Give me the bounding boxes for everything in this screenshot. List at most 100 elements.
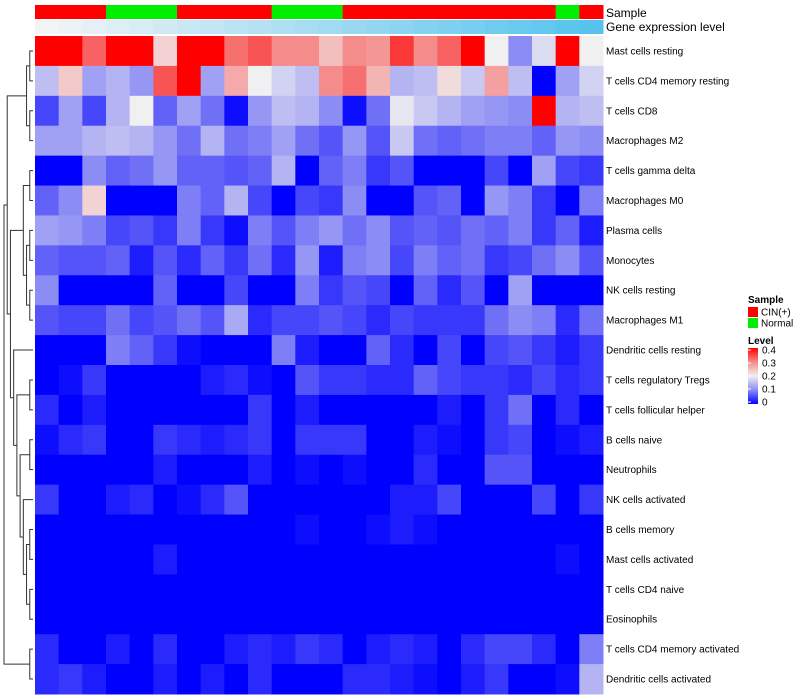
row-label: NK cells resting	[606, 286, 675, 297]
gene-expression-annotation-cell	[295, 20, 320, 34]
heatmap-cell	[200, 245, 225, 276]
heatmap-cell	[248, 245, 273, 276]
heatmap-cell	[484, 664, 509, 695]
heatmap-cell	[271, 454, 296, 486]
gene-expression-annotation-cell	[58, 20, 83, 34]
heatmap-cell	[248, 664, 273, 695]
heatmap-cell	[366, 305, 391, 336]
heatmap-cell	[579, 514, 604, 545]
heatmap-cell	[579, 544, 604, 575]
heatmap-cell	[532, 484, 557, 516]
heatmap-cell	[390, 65, 415, 97]
heatmap-cell	[342, 155, 367, 187]
heatmap-cell	[153, 305, 178, 336]
heatmap-cell	[224, 275, 249, 306]
level-legend: Level 0.4 0.3 0.2 0.1 0	[748, 336, 776, 409]
heatmap-cell	[248, 365, 273, 396]
heatmap-cell	[319, 65, 344, 97]
heatmap-cell	[106, 484, 131, 516]
heatmap-cell	[532, 664, 557, 695]
sample-annotation-cell	[508, 5, 533, 19]
dendrogram-branch	[29, 439, 33, 471]
heatmap-cell	[366, 215, 391, 246]
heatmap-cell	[129, 664, 154, 695]
heatmap-cell	[271, 305, 296, 336]
heatmap-cell	[342, 514, 367, 545]
heatmap-cell	[58, 305, 83, 336]
heatmap-cell	[58, 275, 83, 306]
heatmap-cell	[390, 335, 415, 366]
row-label: Plasma cells	[606, 226, 662, 237]
gene-expression-annotation-cell	[413, 20, 438, 34]
heatmap-cell	[532, 215, 557, 246]
heatmap-cell	[58, 65, 83, 97]
heatmap-cell	[200, 95, 225, 127]
heatmap-cell	[82, 454, 107, 486]
heatmap-cell	[508, 634, 533, 665]
heatmap-cell	[390, 424, 415, 456]
heatmap-cell	[153, 484, 178, 516]
heatmap-cell	[555, 544, 580, 575]
gene-expression-annotation-cell	[390, 20, 415, 34]
heatmap-cell	[555, 634, 580, 665]
row-label: B cells naive	[606, 435, 663, 446]
heatmap-cell	[319, 155, 344, 187]
heatmap-cell	[106, 454, 131, 486]
heatmap-cell	[342, 36, 367, 67]
heatmap-cell	[366, 574, 391, 605]
heatmap-cell	[437, 544, 462, 575]
row-label: Neutrophils	[606, 465, 657, 476]
heatmap-cell	[437, 394, 462, 426]
heatmap-cell	[342, 215, 367, 246]
heatmap-cell	[82, 604, 107, 635]
gene-expression-annotation-cell	[579, 20, 604, 34]
heatmap-cell	[129, 95, 154, 127]
colorbar-tick-label: 0	[762, 398, 768, 409]
gene-expression-annotation-cell	[35, 20, 60, 34]
heatmap-cell	[153, 275, 178, 306]
gene-expression-annotation-cell	[484, 20, 509, 34]
heatmap-cell	[129, 454, 154, 486]
sample-annotation-cell	[555, 5, 580, 19]
heatmap-cell	[555, 604, 580, 635]
gene-expression-annotation-cell	[177, 20, 202, 34]
heatmap-cell	[177, 664, 202, 695]
heatmap-cell	[295, 484, 320, 516]
heatmap-cell	[413, 454, 438, 486]
heatmap-cell	[390, 155, 415, 187]
heatmap-cell	[484, 514, 509, 545]
dendrogram-branch	[29, 379, 33, 411]
heatmap-cell	[35, 544, 60, 575]
heatmap-cell	[106, 574, 131, 605]
heatmap-cell	[82, 484, 107, 516]
heatmap-cell	[532, 365, 557, 396]
heatmap-cell	[153, 424, 178, 456]
heatmap-cell	[342, 664, 367, 695]
heatmap-cell	[508, 245, 533, 276]
heatmap-cell	[58, 604, 83, 635]
heatmap-cell	[295, 544, 320, 575]
heatmap-cell	[390, 394, 415, 426]
row-label: Monocytes	[606, 256, 654, 267]
heatmap-cell	[579, 245, 604, 276]
heatmap-cell	[248, 454, 273, 486]
heatmap-cell	[35, 634, 60, 665]
heatmap-cell	[461, 245, 486, 276]
heatmap-cell	[461, 574, 486, 605]
heatmap-cell	[82, 335, 107, 366]
heatmap-cell	[200, 305, 225, 336]
heatmap-cell	[461, 484, 486, 516]
heatmap-cell	[342, 604, 367, 635]
heatmap-cell	[271, 155, 296, 187]
heatmap-cell	[390, 544, 415, 575]
heatmap-cell	[58, 424, 83, 456]
heatmap-cell	[106, 155, 131, 187]
heatmap-cell	[200, 155, 225, 187]
heatmap-cell	[129, 36, 154, 67]
heatmap-cell	[271, 65, 296, 97]
heatmap-cell	[129, 125, 154, 157]
heatmap-cell	[508, 484, 533, 516]
heatmap-cell	[555, 574, 580, 605]
heatmap-cell	[508, 65, 533, 97]
heatmap-cell	[579, 125, 604, 157]
